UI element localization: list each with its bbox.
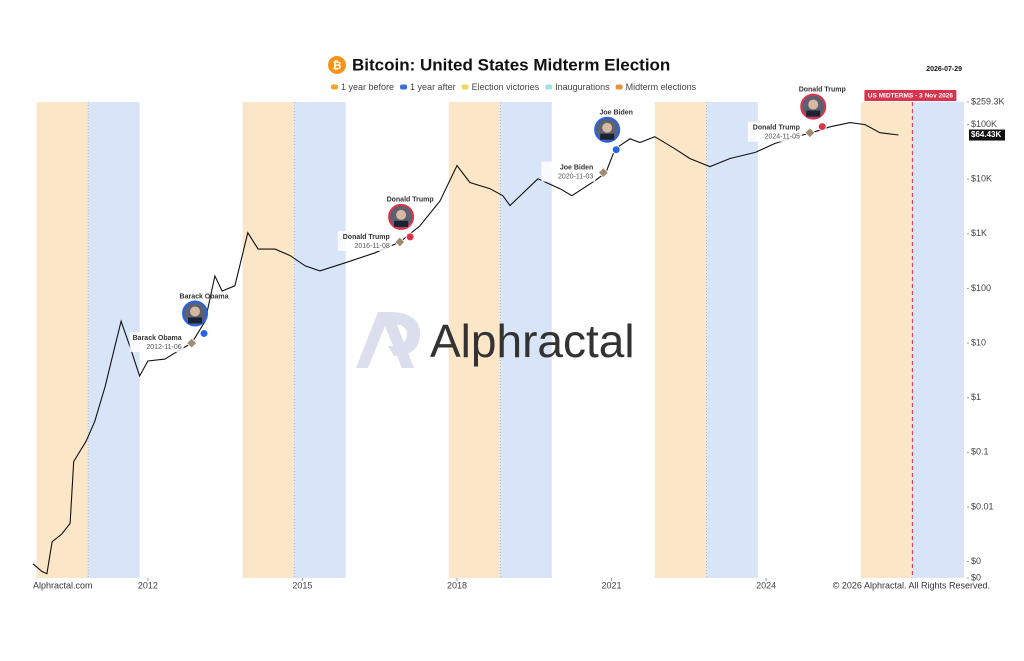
- band-before: [242, 102, 295, 578]
- election-marker: [597, 167, 609, 179]
- price-tag-bg: [969, 129, 1005, 141]
- source: Alphractal.com: [33, 580, 93, 590]
- legend-label: Midterm elections: [626, 82, 697, 92]
- legend-label: Election victories: [472, 82, 540, 92]
- y-tick-label: $10K: [971, 174, 992, 184]
- portrait-suit: [188, 317, 203, 324]
- election-name: Donald Trump: [753, 125, 800, 132]
- band-before: [654, 102, 707, 578]
- election-label-bg: [747, 121, 802, 142]
- band-before: [36, 102, 89, 578]
- inauguration-marker: [817, 122, 827, 132]
- y-tick-label: $100K: [971, 119, 997, 129]
- bitcoin-icon: [328, 56, 346, 74]
- legend: 1 year before 1 year after Election victor…: [331, 82, 697, 92]
- x-tick-label: 2012: [138, 580, 158, 590]
- bitcoin-icon-glyph: ₿: [333, 60, 342, 72]
- election-date: 2024-11-05: [765, 134, 800, 141]
- inauguration-marker: [199, 328, 209, 338]
- portrait-suit: [806, 110, 821, 117]
- x-tick-label: 2021: [602, 580, 622, 590]
- legend-swatch: [461, 84, 469, 90]
- inauguration-name: Barack Obama: [180, 293, 229, 300]
- inauguration-name: Donald Trump: [799, 86, 846, 93]
- copyright: © 2026 Alphractal. All Rights Reserved.: [833, 580, 990, 590]
- legend-swatch: [615, 84, 623, 90]
- election-date: 2016-11-08: [355, 243, 390, 250]
- watermark: Alphractal: [430, 315, 635, 367]
- portrait-suit: [394, 220, 409, 227]
- legend-label: Inaugurations: [555, 82, 610, 92]
- band-before: [448, 102, 501, 578]
- band-after: [706, 102, 758, 578]
- legend-swatch: [400, 84, 408, 90]
- election-name: Joe Biden: [560, 164, 593, 171]
- band-before: [860, 102, 913, 578]
- midterm-tag: US MIDTERMS - 3 Nov 2026: [868, 93, 954, 100]
- election-label-bg: [129, 332, 184, 353]
- price-tag: $64.43K: [971, 130, 1001, 139]
- election-marker: [804, 127, 816, 139]
- portrait-face: [190, 306, 201, 317]
- legend-swatch: [545, 84, 553, 90]
- election-name: Donald Trump: [343, 234, 390, 241]
- legend-label: 1 year before: [341, 82, 394, 92]
- y-tick-label: $10: [971, 337, 986, 347]
- portrait-face: [602, 122, 613, 133]
- legend-label: 1 year after: [410, 82, 456, 92]
- watermark-logo: [356, 312, 421, 368]
- legend-swatch: [331, 84, 338, 90]
- chart-date: 2026-07-29: [926, 66, 962, 73]
- inauguration-marker: [405, 232, 415, 242]
- portrait-face: [396, 209, 407, 220]
- election-label-bg: [337, 230, 392, 251]
- election-date: 2012-11-06: [146, 344, 181, 351]
- y-tick-label: $1K: [971, 228, 987, 238]
- election-date: 2020-11-03: [558, 173, 593, 180]
- x-tick-label: 2024: [756, 580, 776, 590]
- election-name: Barack Obama: [133, 335, 182, 342]
- inauguration-name: Donald Trump: [387, 197, 434, 204]
- chart-title: Bitcoin: United States Midterm Election: [352, 55, 670, 74]
- y-tick-label: $0.01: [971, 501, 994, 511]
- band-after: [912, 102, 964, 578]
- plot: 2012 2015 2018 2021 2024 $259.3K $100K $10K $1K $…: [32, 86, 1005, 590]
- y-tick-label: $0: [971, 556, 981, 566]
- y-tick-label: $0: [971, 572, 981, 582]
- x-tick-label: 2015: [292, 580, 312, 590]
- y-tick-label: $1: [971, 392, 981, 402]
- x-tick-label: 2018: [447, 580, 467, 590]
- bands: US MIDTERMS - 3 Nov 2026: [36, 90, 964, 578]
- election-marker: [394, 236, 406, 248]
- election-marker: [186, 337, 198, 349]
- inauguration-name: Joe Biden: [599, 110, 632, 117]
- portrait-suit: [600, 133, 615, 140]
- band-after: [294, 102, 346, 578]
- midterm-tag-bg: [864, 90, 957, 101]
- election-label-bg: [541, 161, 596, 182]
- portrait-face: [808, 99, 819, 110]
- inauguration-marker: [611, 145, 621, 155]
- y-tick-label: $0.1: [971, 447, 989, 457]
- y-tick-label: $259.3K: [971, 96, 1005, 106]
- y-tick-label: $100: [971, 283, 991, 293]
